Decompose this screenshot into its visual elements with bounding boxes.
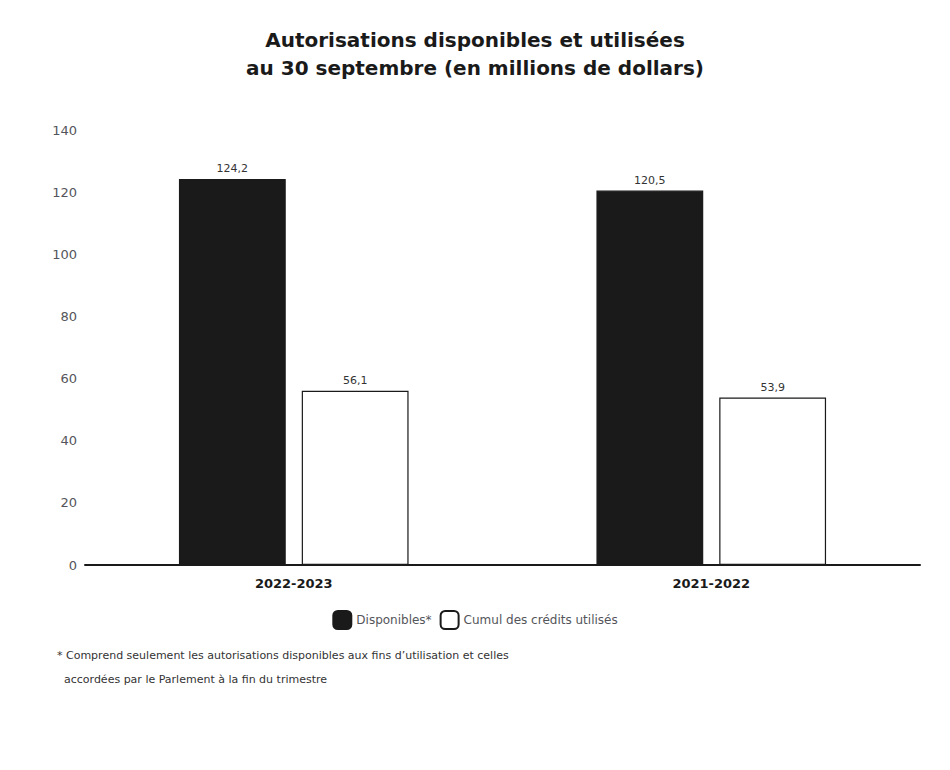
svg-text:20: 20 [60, 495, 77, 510]
svg-text:40: 40 [60, 433, 77, 448]
svg-text:60: 60 [60, 371, 77, 386]
svg-text:Cumul des crédits utilisés: Cumul des crédits utilisés [464, 613, 618, 627]
svg-text:56,1: 56,1 [343, 374, 368, 387]
svg-text:120: 120 [52, 185, 77, 200]
svg-text:Autorisations disponibles et u: Autorisations disponibles et utilisées [265, 28, 685, 52]
svg-text:80: 80 [60, 309, 77, 324]
svg-text:0: 0 [69, 558, 77, 573]
svg-text:53,9: 53,9 [760, 381, 785, 394]
svg-text:120,5: 120,5 [634, 174, 666, 187]
svg-text:accordées par le Parlement à l: accordées par le Parlement à la fin du t… [57, 673, 327, 686]
svg-text:* Comprend seulement les autor: * Comprend seulement les autorisations d… [57, 649, 509, 662]
svg-text:2022-2023: 2022-2023 [255, 576, 333, 591]
svg-text:140: 140 [52, 123, 77, 138]
svg-text:124,2: 124,2 [217, 162, 249, 175]
svg-text:100: 100 [52, 247, 77, 262]
svg-text:2021-2022: 2021-2022 [672, 576, 750, 591]
svg-text:au 30 septembre (en millions d: au 30 septembre (en millions de dollars) [246, 56, 704, 80]
svg-text:Disponibles*: Disponibles* [356, 613, 431, 627]
